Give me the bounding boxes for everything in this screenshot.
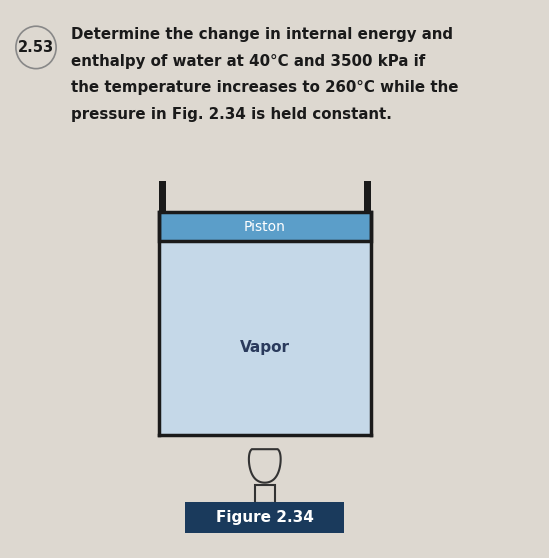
Text: Determine the change in internal energy and: Determine the change in internal energy … bbox=[71, 27, 453, 42]
Bar bbox=[364, 181, 371, 212]
Bar bbox=[255, 485, 275, 503]
Bar bbox=[159, 212, 371, 241]
Text: Vapor: Vapor bbox=[240, 340, 290, 355]
Bar bbox=[159, 181, 166, 212]
Text: the temperature increases to 260°C while the: the temperature increases to 260°C while… bbox=[71, 80, 459, 95]
Text: enthalpy of water at 40°C and 3500 kPa if: enthalpy of water at 40°C and 3500 kPa i… bbox=[71, 54, 425, 69]
Bar bbox=[186, 502, 344, 533]
Text: 2.53: 2.53 bbox=[18, 40, 54, 55]
Text: pressure in Fig. 2.34 is held constant.: pressure in Fig. 2.34 is held constant. bbox=[71, 107, 393, 122]
Bar bbox=[159, 241, 371, 435]
Text: Piston: Piston bbox=[244, 219, 285, 234]
Text: Figure 2.34: Figure 2.34 bbox=[216, 510, 313, 525]
